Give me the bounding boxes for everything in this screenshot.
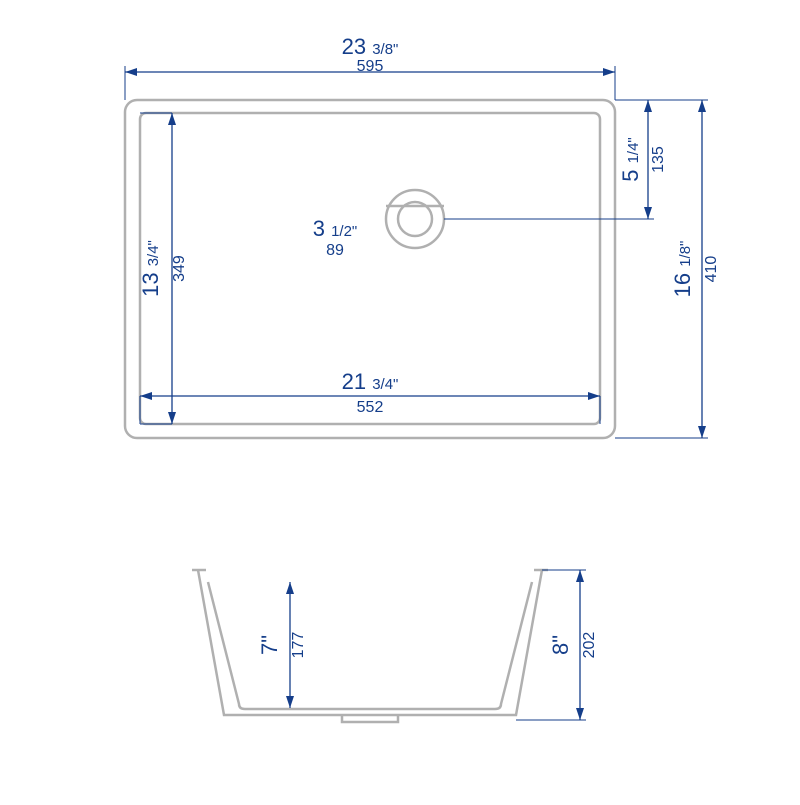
svg-text:595: 595: [357, 58, 384, 75]
svg-text:202: 202: [581, 632, 598, 659]
svg-text:3 1/2": 3 1/2": [313, 216, 358, 241]
svg-text:552: 552: [357, 399, 384, 416]
svg-text:410: 410: [703, 256, 720, 283]
svg-text:16 1/8": 16 1/8": [670, 241, 695, 298]
svg-text:8": 8": [548, 635, 573, 655]
svg-text:7": 7": [257, 635, 282, 655]
svg-text:23 3/8": 23 3/8": [342, 34, 399, 59]
svg-text:5 1/4": 5 1/4": [618, 137, 643, 182]
svg-text:21 3/4": 21 3/4": [342, 369, 399, 394]
svg-text:135: 135: [650, 146, 667, 173]
svg-text:349: 349: [171, 255, 188, 282]
sink-dimension-diagram: 23 3/8"595 21 3/4" 552 13 3/4" 349 5 1/4" 135 1…: [0, 0, 800, 805]
svg-text:13 3/4": 13 3/4": [138, 240, 163, 297]
svg-text:177: 177: [290, 632, 307, 659]
svg-text:89: 89: [326, 242, 344, 259]
